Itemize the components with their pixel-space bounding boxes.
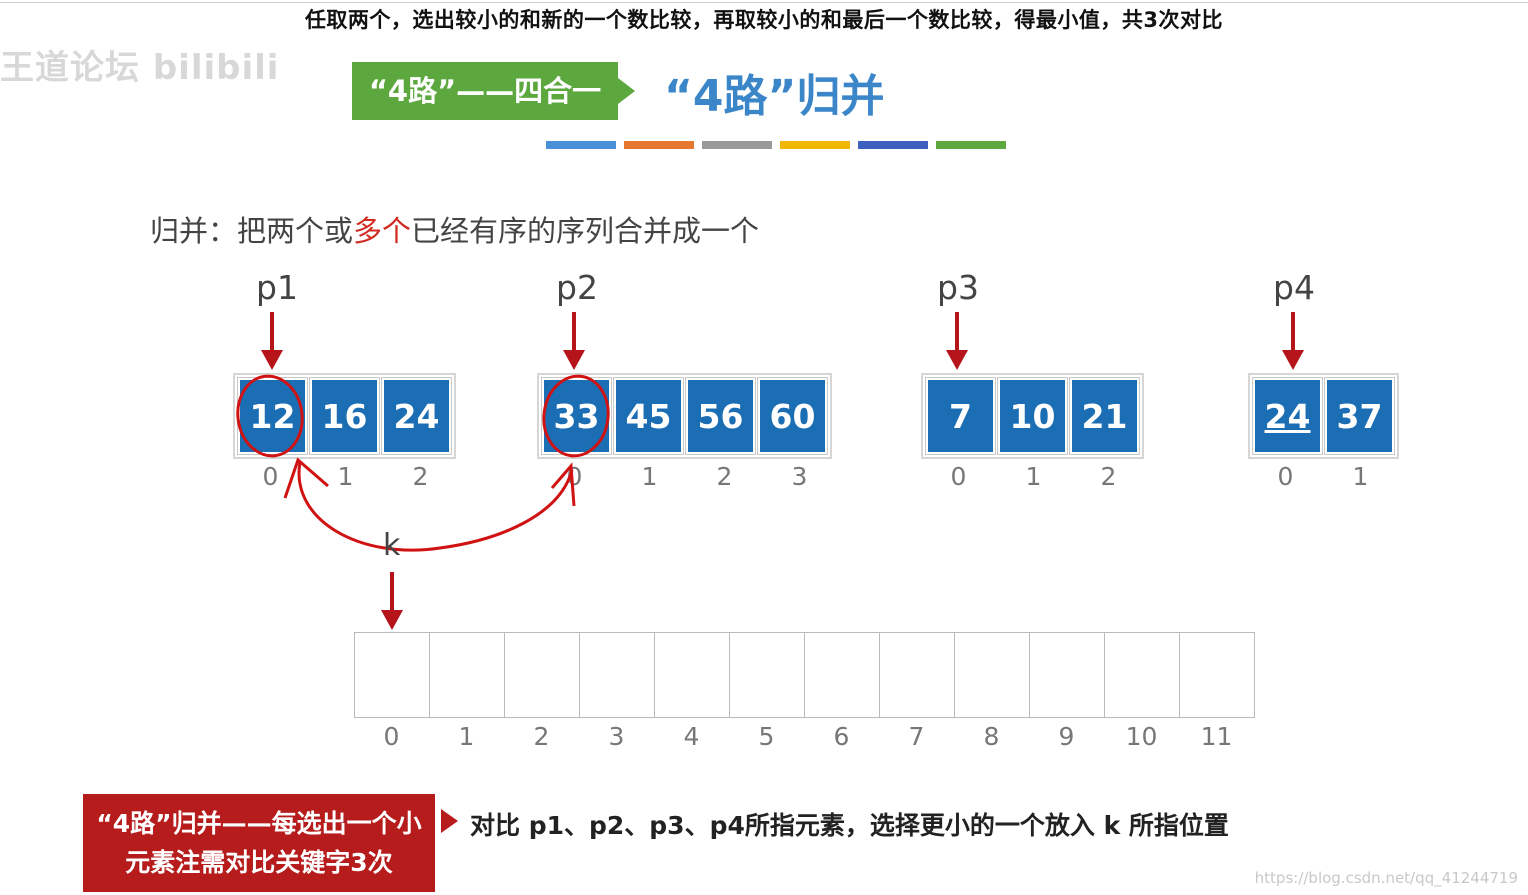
output-cell: [1180, 633, 1255, 717]
top-divider: [0, 2, 1528, 3]
note-line-1: “4路”归并——每选出一个小: [96, 809, 422, 838]
array-index: 2: [412, 462, 429, 491]
array-index: 2: [1100, 462, 1117, 491]
output-index: 5: [758, 722, 775, 751]
output-cell: [430, 633, 505, 717]
array-index: 1: [1352, 462, 1369, 491]
input-array-2: 33 45 56 60: [537, 373, 832, 459]
input-array-4: 24 37: [1248, 373, 1399, 459]
color-swatch: [624, 141, 694, 149]
title-tag: “4路”——四合一: [352, 62, 618, 120]
array-cell: 24: [381, 377, 452, 455]
curve-arrow-right-icon: [550, 462, 576, 507]
title-tag-arrow-icon: [618, 78, 635, 104]
output-index: 8: [983, 722, 1000, 751]
color-swatch: [858, 141, 928, 149]
output-cell: [955, 633, 1030, 717]
output-index: 10: [1125, 722, 1158, 751]
note-arrow-icon: [441, 809, 458, 833]
array-cell: 21: [1069, 377, 1140, 455]
array-index: 1: [1025, 462, 1042, 491]
source-credit: https://blog.csdn.net/qq_41244719: [1254, 869, 1518, 887]
output-cell: [505, 633, 580, 717]
color-strip: [546, 141, 1006, 149]
array-cell: 56: [685, 377, 756, 455]
output-cell: [655, 633, 730, 717]
watermark-logo: 王道论坛 bilibili: [0, 48, 280, 88]
color-swatch: [936, 141, 1006, 149]
definition-prefix: 归并：把两个或: [150, 214, 354, 248]
note-box: “4路”归并——每选出一个小 元素注需对比关键字3次: [83, 794, 435, 892]
array-index: 0: [950, 462, 967, 491]
pointer-arrow-shaft: [955, 312, 959, 352]
pointer-arrow-icon: [261, 350, 283, 370]
output-index: 1: [458, 722, 475, 751]
array-index: 2: [716, 462, 733, 491]
page-title: “4路”归并: [664, 71, 885, 122]
video-subtitle: 任取两个，选出较小的和新的一个数比较，再取较小的和最后一个数比较，得最小值，共3…: [304, 8, 1224, 32]
pointer-arrow-icon: [1282, 350, 1304, 370]
output-index: 3: [608, 722, 625, 751]
compare-curve: [297, 461, 574, 552]
output-cell: [730, 633, 805, 717]
pointer-arrow-shaft: [572, 312, 576, 352]
input-array-1: 12 16 24: [233, 373, 456, 459]
output-index: 9: [1058, 722, 1075, 751]
output-cell: [1030, 633, 1105, 717]
pointer-arrow-shaft: [1291, 312, 1295, 352]
output-cell: [1105, 633, 1180, 717]
pointer-arrow-icon: [381, 610, 403, 630]
circle-highlight-p2: [542, 374, 610, 458]
pointer-label-p1: p1: [256, 268, 298, 307]
array-index: 3: [791, 462, 808, 491]
array-cell: 45: [613, 377, 684, 455]
input-array-3: 7 10 21: [921, 373, 1144, 459]
pointer-label-k: k: [383, 528, 401, 563]
output-index: 7: [908, 722, 925, 751]
output-array: [354, 632, 1255, 718]
array-index: 0: [1277, 462, 1294, 491]
color-swatch: [780, 141, 850, 149]
definition-suffix: 已经有序的序列合并成一个: [411, 214, 760, 248]
output-index: 0: [383, 722, 400, 751]
curve-arrow-left-icon: [283, 457, 329, 499]
circle-highlight-p1: [236, 374, 304, 458]
pointer-label-p3: p3: [937, 268, 979, 307]
output-index: 11: [1200, 722, 1233, 751]
array-index: 1: [641, 462, 658, 491]
output-cell: [805, 633, 880, 717]
pointer-label-p4: p4: [1273, 268, 1315, 307]
explanation-text: 对比 p1、p2、p3、p4所指元素，选择更小的一个放入 k 所指位置: [470, 811, 1229, 840]
array-cell: 7: [925, 377, 996, 455]
definition-text: 归并：把两个或多个已经有序的序列合并成一个: [150, 208, 759, 250]
output-cell: [355, 633, 430, 717]
array-cell: 12: [237, 377, 308, 455]
array-cell: 10: [997, 377, 1068, 455]
output-index: 2: [533, 722, 550, 751]
array-cell: 60: [757, 377, 828, 455]
color-swatch: [546, 141, 616, 149]
pointer-arrow-icon: [946, 350, 968, 370]
color-swatch: [702, 141, 772, 149]
output-index-row: 0 1 2 3 4 5 6 7 8 9 10 11: [354, 722, 1254, 751]
pointer-arrow-icon: [563, 350, 585, 370]
array-index: 1: [337, 462, 354, 491]
pointer-arrow-shaft: [390, 572, 394, 612]
array-cell: 37: [1324, 377, 1395, 455]
pointer-label-p2: p2: [556, 268, 598, 307]
output-cell: [880, 633, 955, 717]
array-cell: 24: [1252, 377, 1323, 455]
output-cell: [580, 633, 655, 717]
note-line-2: 元素注需对比关键字3次: [125, 848, 393, 877]
definition-highlight: 多个: [353, 214, 412, 248]
pointer-arrow-shaft: [270, 312, 274, 352]
output-index: 4: [683, 722, 700, 751]
array-cell: 16: [309, 377, 380, 455]
output-index: 6: [833, 722, 850, 751]
array-index: 0: [262, 462, 279, 491]
